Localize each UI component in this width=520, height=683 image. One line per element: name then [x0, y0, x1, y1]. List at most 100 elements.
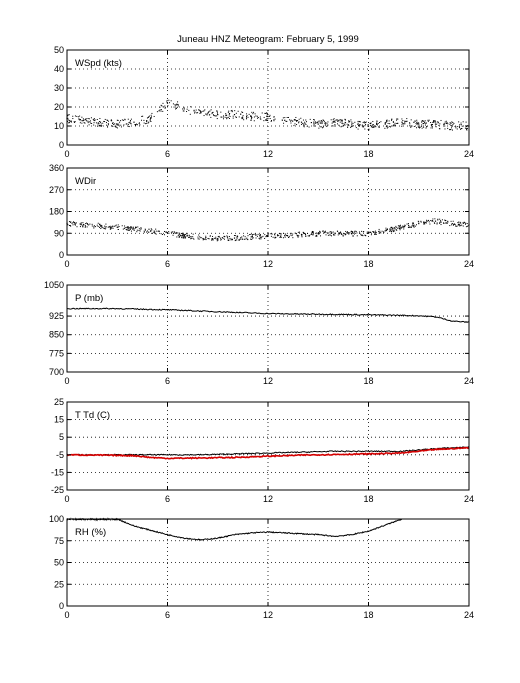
data-point	[329, 234, 331, 236]
data-point	[253, 233, 255, 235]
data-point	[111, 123, 113, 125]
data-point	[311, 230, 313, 232]
data-point	[225, 116, 227, 118]
data-point	[71, 222, 73, 224]
y-tick-label: 180	[49, 207, 64, 217]
data-point	[228, 110, 230, 112]
data-point	[348, 125, 350, 127]
data-point	[168, 231, 170, 233]
data-point	[366, 231, 368, 233]
data-point	[228, 117, 230, 119]
data-point	[183, 236, 185, 238]
data-point	[390, 226, 392, 228]
data-point	[386, 230, 388, 232]
data-point	[192, 237, 194, 239]
data-point	[266, 236, 268, 238]
data-point	[182, 234, 184, 236]
data-point	[249, 234, 251, 236]
data-point	[78, 119, 80, 121]
data-point	[68, 119, 70, 121]
data-point	[90, 122, 92, 124]
data-point	[289, 232, 291, 234]
data-point	[441, 219, 443, 221]
data-point	[439, 222, 441, 224]
data-point	[97, 222, 99, 224]
data-point	[454, 223, 456, 225]
data-point	[81, 122, 83, 124]
data-point	[101, 225, 103, 227]
data-point	[93, 225, 95, 227]
data-point	[164, 105, 166, 107]
data-point	[84, 226, 86, 228]
data-point	[255, 115, 257, 117]
data-point	[221, 237, 223, 239]
data-point	[385, 121, 387, 123]
data-point	[421, 125, 423, 127]
y-tick-label: 270	[49, 185, 64, 195]
data-point	[378, 126, 380, 128]
data-point	[94, 120, 96, 122]
data-point	[392, 121, 394, 123]
data-point	[272, 236, 274, 238]
x-tick-label: 24	[464, 494, 474, 504]
data-point	[188, 236, 190, 238]
data-point	[73, 121, 75, 123]
data-point	[250, 115, 252, 118]
data-point	[93, 124, 95, 126]
data-point	[155, 230, 157, 232]
data-point	[384, 230, 386, 232]
data-point	[100, 123, 102, 125]
data-point	[254, 233, 256, 235]
data-point	[183, 106, 185, 108]
data-point	[211, 238, 213, 240]
data-point	[449, 123, 451, 125]
data-point	[342, 235, 344, 237]
data-point	[351, 123, 353, 125]
data-point	[150, 230, 152, 232]
data-point	[112, 227, 114, 229]
data-point	[342, 234, 344, 236]
data-point	[451, 125, 453, 127]
data-point	[136, 231, 138, 233]
data-point	[290, 122, 292, 124]
data-point	[346, 123, 348, 125]
data-point	[357, 128, 359, 130]
data-point	[125, 228, 127, 230]
data-point	[453, 223, 455, 225]
data-point	[334, 124, 336, 126]
data-point	[339, 232, 341, 234]
data-point	[319, 232, 321, 234]
data-point	[269, 115, 271, 117]
data-point	[99, 226, 101, 228]
data-point	[373, 126, 375, 128]
data-point	[225, 113, 227, 115]
data-point	[466, 223, 468, 225]
data-point	[344, 119, 346, 121]
data-point	[261, 112, 263, 114]
data-point	[313, 123, 315, 125]
data-point	[76, 115, 78, 117]
data-point	[116, 119, 118, 121]
data-point	[129, 227, 131, 229]
data-point	[324, 231, 326, 233]
data-point	[355, 127, 357, 129]
data-point	[177, 105, 179, 107]
data-point	[265, 119, 267, 121]
data-point	[109, 228, 111, 230]
data-point	[82, 118, 84, 120]
data-point	[347, 232, 349, 234]
data-point	[433, 222, 435, 224]
data-point	[375, 126, 377, 128]
data-point	[88, 224, 90, 226]
data-point	[392, 230, 394, 232]
data-point	[266, 115, 268, 117]
data-point	[284, 117, 286, 119]
data-point	[434, 218, 436, 220]
data-point	[458, 121, 460, 123]
data-point	[418, 221, 420, 223]
data-point	[315, 122, 317, 124]
data-point	[267, 115, 269, 118]
data-point	[203, 110, 205, 112]
data-point	[110, 227, 112, 229]
data-point	[110, 120, 112, 122]
